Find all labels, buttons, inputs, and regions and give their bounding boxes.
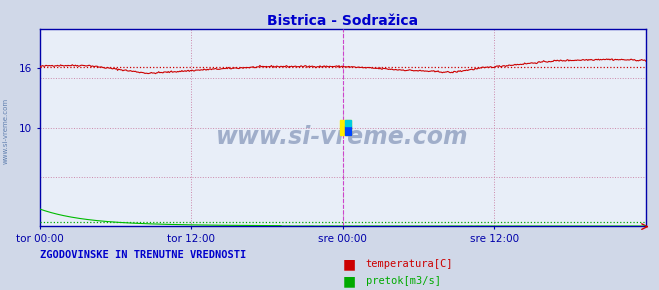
Text: ■: ■ xyxy=(343,274,356,288)
Text: pretok[m3/s]: pretok[m3/s] xyxy=(366,276,441,286)
Text: ■: ■ xyxy=(343,257,356,271)
Text: www.si-vreme.com: www.si-vreme.com xyxy=(2,97,9,164)
Bar xyxy=(345,126,351,135)
Text: ZGODOVINSKE IN TRENUTNE VREDNOSTI: ZGODOVINSKE IN TRENUTNE VREDNOSTI xyxy=(40,250,246,260)
Bar xyxy=(345,120,351,126)
Bar xyxy=(339,120,351,135)
Text: temperatura[C]: temperatura[C] xyxy=(366,259,453,269)
Text: www.si-vreme.com: www.si-vreme.com xyxy=(216,126,469,149)
Title: Bistrica - Sodražica: Bistrica - Sodražica xyxy=(267,14,418,28)
